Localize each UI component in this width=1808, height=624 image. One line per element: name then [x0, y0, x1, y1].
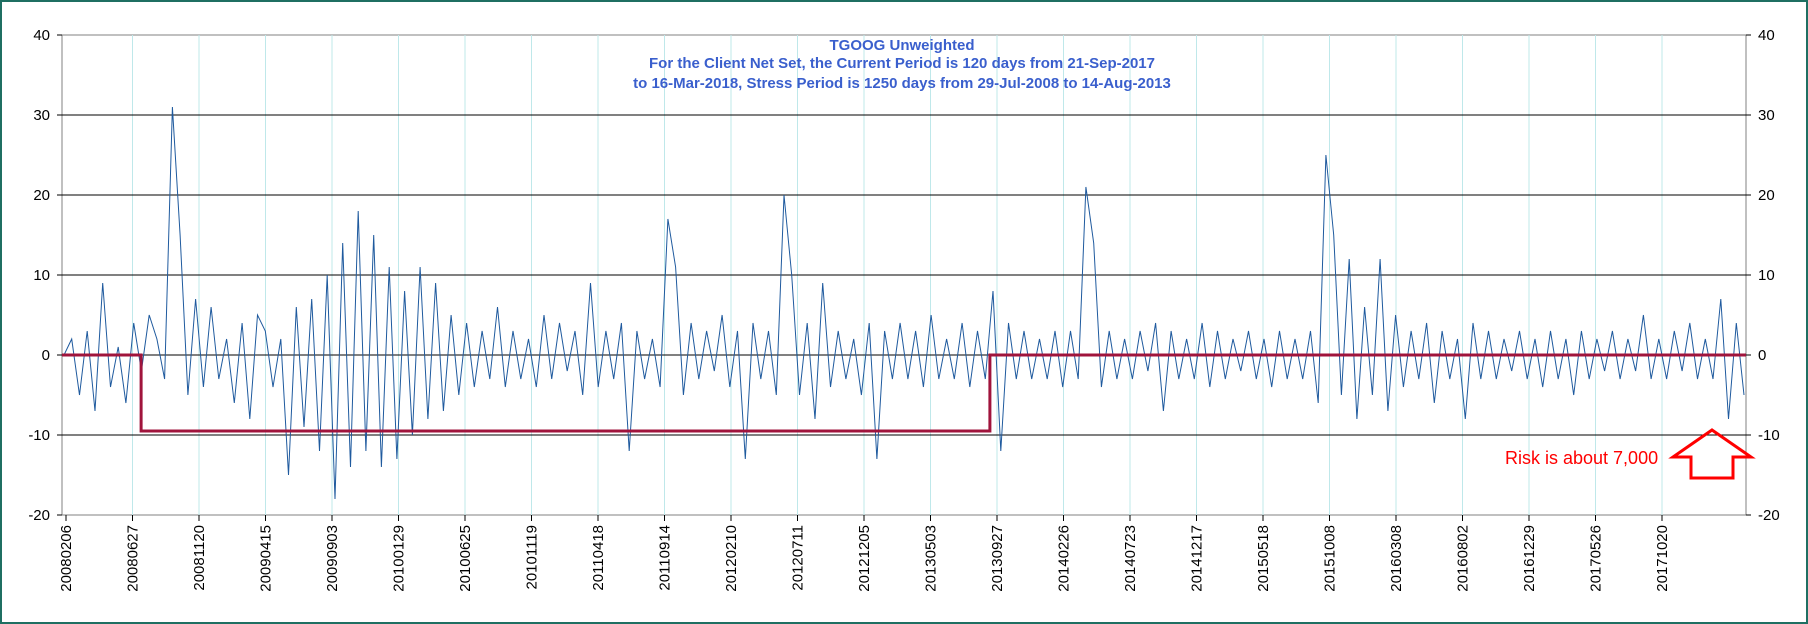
x-tick-label: 20171020 [1654, 525, 1671, 592]
up-arrow-icon [1668, 428, 1756, 480]
x-tick-label: 20121205 [856, 525, 873, 592]
x-tick-label: 20100625 [457, 525, 474, 592]
y-tick-label-right: -20 [1758, 507, 1780, 524]
x-tick-label: 20140723 [1122, 525, 1139, 592]
y-tick-label-right: 30 [1758, 107, 1775, 124]
x-tick-label: 20100129 [391, 525, 408, 592]
axis-layer: 20080206 20080627 20081120 20090415 20090903… [28, 27, 1779, 592]
x-tick-label: 20110418 [590, 525, 607, 591]
x-tick-label: 20140226 [1056, 525, 1073, 592]
y-tick-label-left: 0 [42, 347, 50, 364]
x-tick-label: 20151008 [1322, 525, 1339, 592]
y-tick-label-right: 40 [1758, 27, 1775, 44]
x-tick-label: 20090903 [324, 525, 341, 592]
y-tick-label-left: -10 [28, 427, 50, 444]
y-tick-label-left: -20 [28, 507, 50, 524]
grid-layer [61, 34, 1747, 516]
y-tick-label-left: 10 [33, 267, 50, 284]
x-tick-label: 20110914 [657, 525, 674, 591]
x-tick-label: 20080206 [58, 525, 75, 592]
x-tick-label: 20160308 [1388, 525, 1405, 592]
x-tick-label: 20090415 [258, 525, 275, 592]
x-tick-label: 20130503 [923, 525, 940, 592]
x-tick-label: 20130927 [989, 525, 1006, 592]
x-tick-label: 20081120 [191, 525, 208, 591]
x-tick-label: 20160802 [1455, 525, 1472, 592]
y-tick-label-right: 20 [1758, 187, 1775, 204]
y-tick-label-right: 0 [1758, 347, 1766, 364]
title-line-1: TGOOG Unweighted [830, 37, 975, 54]
y-tick-label-left: 40 [33, 27, 50, 44]
risk-step-line [62, 353, 1746, 433]
x-tick-label: 20170526 [1588, 525, 1605, 592]
y-tick-label-left: 30 [33, 107, 50, 124]
x-tick-label: 20161229 [1521, 525, 1538, 592]
y-tick-label-right: -10 [1758, 427, 1780, 444]
risk-layer [62, 353, 1746, 433]
x-tick-label: 20101119 [524, 525, 541, 590]
x-tick-label: 20120711 [790, 525, 807, 591]
chart-title: TGOOG Unweighted For the Client Net Set,… [633, 37, 1171, 92]
y-tick-label-right: 10 [1758, 267, 1775, 284]
series-line [63, 106, 1745, 500]
x-tick-label: 20141217 [1189, 525, 1206, 592]
title-line-2: For the Client Net Set, the Current Peri… [649, 55, 1155, 72]
annotation-group: Risk is about 7,000 [1505, 428, 1756, 480]
series-layer [63, 106, 1745, 500]
risk-annotation-text: Risk is about 7,000 [1505, 448, 1658, 468]
x-tick-label: 20120210 [723, 525, 740, 592]
title-line-3: to 16-Mar-2018, Stress Period is 1250 da… [633, 75, 1171, 92]
y-tick-label-left: 20 [33, 187, 50, 204]
x-tick-label: 20080627 [125, 525, 142, 592]
x-tick-label: 20150518 [1255, 525, 1272, 592]
